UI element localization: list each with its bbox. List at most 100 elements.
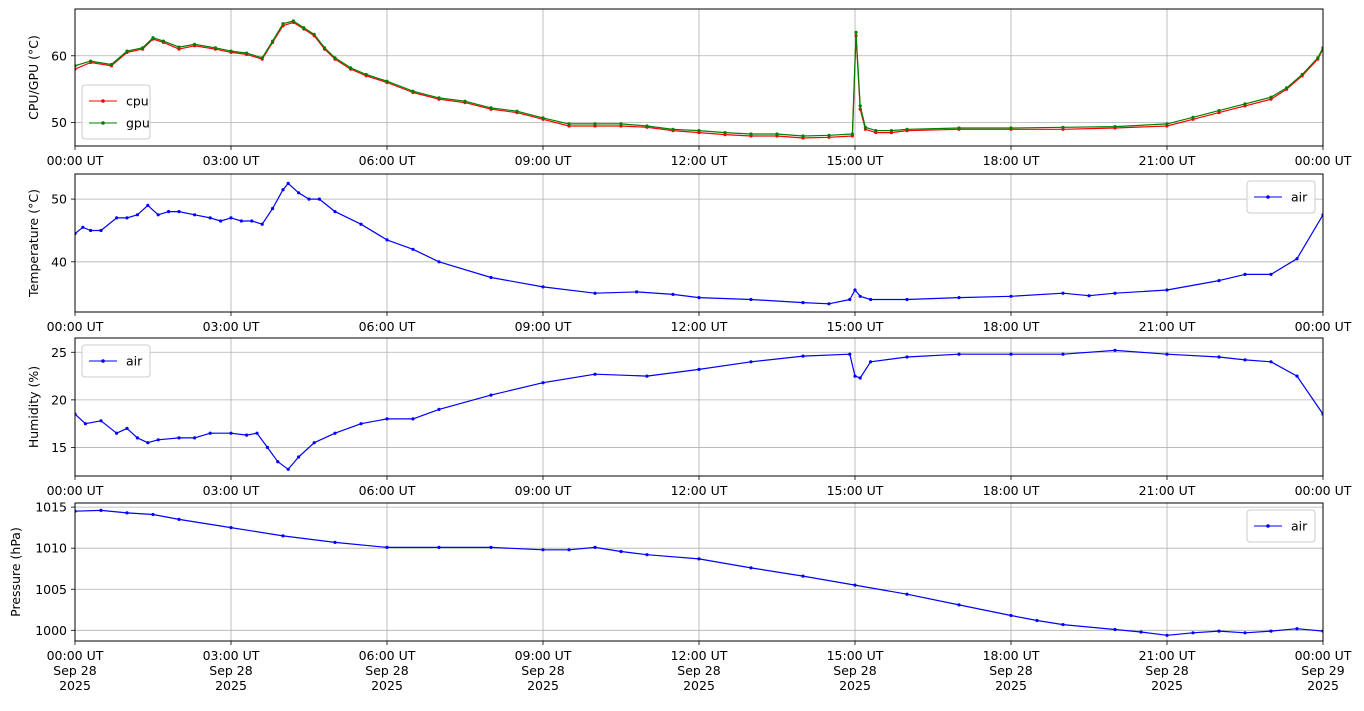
data-point-air [156,213,160,217]
x-tick-label: 12:00 UT [671,483,728,498]
data-point-air [1113,627,1117,632]
x-tick-label: Sep 28 [989,663,1032,678]
x-tick-label: 2025 [1151,678,1183,693]
x-tick-label: 12:00 UT [671,648,728,663]
x-tick-label: Sep 28 [209,663,252,678]
x-tick-label: 21:00 UT [1139,153,1196,168]
data-point-air [1295,627,1299,631]
data-point-air [1217,629,1221,633]
data-point-air [297,455,301,459]
x-tick-label: 12:00 UT [671,319,728,334]
data-point-air [853,583,857,587]
x-tick-label: 09:00 UT [515,483,572,498]
x-tick-label: 21:00 UT [1139,483,1196,498]
data-point-air [957,296,961,300]
data-point-air [151,512,155,517]
data-point-air [1217,355,1221,359]
data-point-air [801,354,805,358]
data-point-gpu [1217,109,1221,113]
y-tick-label: 1010 [35,541,67,556]
data-point-gpu [905,127,909,131]
x-tick-label: 18:00 UT [983,648,1040,663]
x-tick-label: 12:00 UT [671,153,728,168]
data-point-air [1295,374,1299,378]
data-point-gpu [1285,86,1289,90]
data-point-air [229,216,233,220]
x-tick-label: 00:00 UT [47,319,104,334]
data-point-air [619,549,623,554]
data-point-air [245,433,249,437]
data-point-gpu [125,49,129,53]
x-tick-label: 03:00 UT [203,153,260,168]
y-tick-label: 20 [51,392,67,407]
data-point-air [312,441,316,445]
plot-frame [74,173,1324,313]
legend: air [81,344,151,378]
data-point-gpu [291,19,295,23]
data-point-air [359,422,363,426]
data-point-air [265,445,269,449]
data-point-gpu [151,36,155,40]
y-tick-label: 25 [51,345,67,360]
data-point-air [801,574,805,578]
data-point-air [333,210,337,214]
data-point-gpu [213,46,217,50]
data-point-air [297,191,301,195]
data-point-gpu [827,133,831,137]
x-tick-label: 09:00 UT [515,648,572,663]
data-point-air [1243,631,1247,635]
data-point-gpu [850,132,855,136]
data-point-air [385,238,389,242]
data-point-air [99,419,103,423]
y-tick-label: 50 [51,115,67,130]
data-point-air [1061,352,1065,356]
legend-label-air: air [126,354,143,369]
data-point-air [99,228,103,233]
plot-frame [74,337,1324,477]
data-point-gpu [1269,95,1273,99]
data-point-gpu [161,39,165,43]
data-point-gpu [645,124,649,128]
data-point-gpu [260,56,264,60]
data-point-gpu [567,122,571,126]
y-axis-label: Temperature (°C) [26,189,41,298]
data-point-gpu [312,32,316,37]
data-point-air [359,222,363,226]
data-point-air [697,557,701,561]
series-line-air [75,182,1323,305]
data-point-air [858,376,862,380]
legend-box [81,84,151,140]
data-point-gpu [281,22,285,26]
x-tick-label: Sep 29 [1301,663,1344,678]
data-point-air [286,467,290,471]
y-tick-label: 50 [51,192,67,207]
plot-frame [74,502,1324,642]
x-tick-label: 00:00 UT [47,483,104,498]
data-point-air [83,422,87,426]
data-point-gpu [1009,126,1013,130]
panel-1: 00:00 UT 03:00 UT 06:00 UT 09:00 UT 12:00 UT… [26,8,1352,168]
data-point-gpu [1113,125,1117,129]
x-tick-label: 06:00 UT [359,153,416,168]
data-point-air [869,297,873,302]
data-point-air [333,431,337,435]
data-point-gpu [889,129,894,133]
data-point-air [1035,618,1039,623]
data-point-gpu [541,116,545,120]
data-point-air [208,431,212,435]
data-point-gpu [671,127,675,131]
data-point-air [307,197,311,201]
data-point-gpu [411,89,415,93]
x-tick-label: 21:00 UT [1139,648,1196,663]
data-point-air [333,540,337,545]
data-point-air [869,360,873,364]
x-tick-label: 00:00 UT [1295,483,1352,498]
data-point-gpu [863,125,868,129]
data-point-air [905,592,909,596]
data-point-gpu [109,62,113,67]
legend: air [1246,509,1316,543]
data-point-air [125,216,129,220]
data-point-gpu [874,129,878,133]
data-point-air [593,372,597,376]
